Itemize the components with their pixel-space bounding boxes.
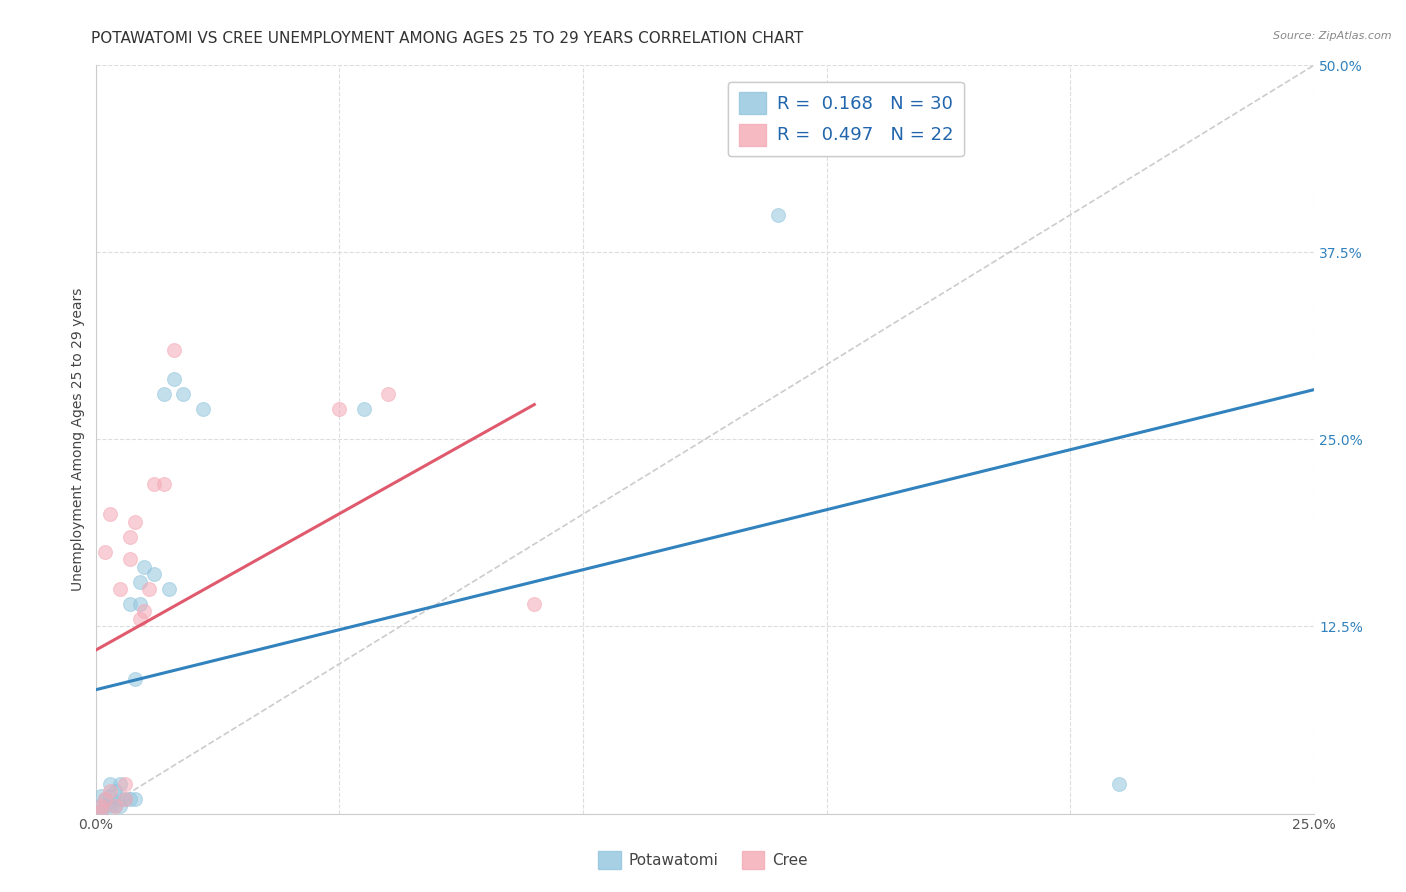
Point <box>90 804 112 818</box>
Point <box>1108 776 1130 790</box>
Point <box>153 477 176 491</box>
Text: POTAWATOMI VS CREE UNEMPLOYMENT AMONG AGES 25 TO 29 YEARS CORRELATION CHART: POTAWATOMI VS CREE UNEMPLOYMENT AMONG AG… <box>91 31 804 46</box>
Point <box>108 776 131 790</box>
Point <box>98 799 121 814</box>
Point <box>98 784 121 798</box>
Point <box>90 799 112 814</box>
Point <box>328 402 350 417</box>
Point <box>124 672 146 686</box>
Point <box>104 784 127 798</box>
Point <box>90 799 112 814</box>
Y-axis label: Unemployment Among Ages 25 to 29 years: Unemployment Among Ages 25 to 29 years <box>72 287 86 591</box>
Point <box>108 582 131 596</box>
Point <box>94 791 117 805</box>
Point <box>98 789 121 803</box>
Point <box>162 372 184 386</box>
Point <box>118 552 141 566</box>
Point <box>523 597 546 611</box>
Point <box>118 597 141 611</box>
Point <box>104 799 127 814</box>
Point <box>94 799 117 814</box>
Point <box>143 477 166 491</box>
Point <box>118 791 141 805</box>
Point <box>134 559 156 574</box>
Point <box>172 387 194 401</box>
Point <box>157 582 180 596</box>
Point <box>128 597 150 611</box>
Point <box>94 791 117 805</box>
Point <box>90 789 112 803</box>
Text: Source: ZipAtlas.com: Source: ZipAtlas.com <box>1274 31 1392 41</box>
Point <box>191 402 214 417</box>
Point <box>114 776 136 790</box>
Point <box>114 791 136 805</box>
Point <box>134 604 156 618</box>
Point <box>353 402 375 417</box>
Point <box>153 387 176 401</box>
Point <box>98 507 121 521</box>
Point <box>138 582 160 596</box>
Point <box>766 208 789 222</box>
Point <box>128 574 150 589</box>
Point <box>124 791 146 805</box>
Point <box>118 530 141 544</box>
Point <box>108 799 131 814</box>
Point <box>377 387 399 401</box>
Legend: Potawatomi, Cree: Potawatomi, Cree <box>592 845 814 875</box>
Point <box>143 567 166 582</box>
Point <box>124 515 146 529</box>
Point <box>98 776 121 790</box>
Point <box>114 791 136 805</box>
Legend: R =  0.168   N = 30, R =  0.497   N = 22: R = 0.168 N = 30, R = 0.497 N = 22 <box>728 81 965 156</box>
Point <box>162 343 184 357</box>
Point <box>94 544 117 558</box>
Point <box>90 804 112 818</box>
Point <box>108 791 131 805</box>
Point <box>104 799 127 814</box>
Point <box>128 612 150 626</box>
